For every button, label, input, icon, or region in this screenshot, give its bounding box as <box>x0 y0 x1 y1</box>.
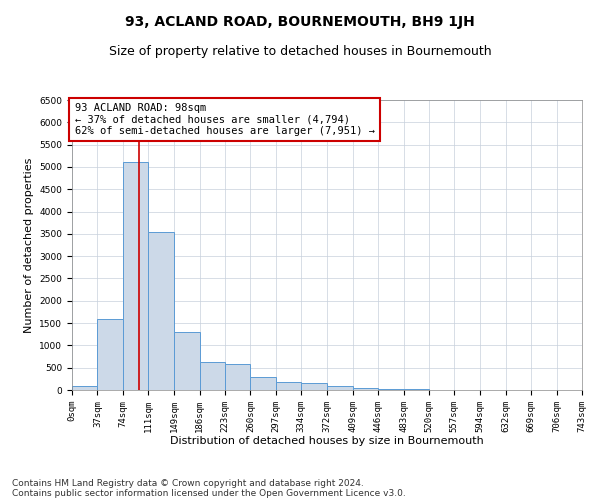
Text: 93 ACLAND ROAD: 98sqm
← 37% of detached houses are smaller (4,794)
62% of semi-d: 93 ACLAND ROAD: 98sqm ← 37% of detached … <box>74 103 374 136</box>
Bar <box>301 384 328 390</box>
Y-axis label: Number of detached properties: Number of detached properties <box>24 158 34 332</box>
Bar <box>276 382 301 390</box>
Text: 93, ACLAND ROAD, BOURNEMOUTH, BH9 1JH: 93, ACLAND ROAD, BOURNEMOUTH, BH9 1JH <box>125 15 475 29</box>
Bar <box>174 332 200 390</box>
Bar <box>97 318 123 390</box>
Bar <box>378 388 404 390</box>
Bar <box>404 389 429 390</box>
Text: Contains HM Land Registry data © Crown copyright and database right 2024.: Contains HM Land Registry data © Crown c… <box>12 478 364 488</box>
Text: Size of property relative to detached houses in Bournemouth: Size of property relative to detached ho… <box>109 45 491 58</box>
Bar <box>250 376 276 390</box>
Bar <box>353 388 378 390</box>
Text: Contains public sector information licensed under the Open Government Licence v3: Contains public sector information licen… <box>12 488 406 498</box>
Bar <box>328 386 353 390</box>
X-axis label: Distribution of detached houses by size in Bournemouth: Distribution of detached houses by size … <box>170 436 484 446</box>
Bar <box>225 364 250 390</box>
Bar <box>123 162 148 390</box>
Bar <box>148 232 174 390</box>
Bar <box>200 362 225 390</box>
Bar <box>72 386 97 390</box>
